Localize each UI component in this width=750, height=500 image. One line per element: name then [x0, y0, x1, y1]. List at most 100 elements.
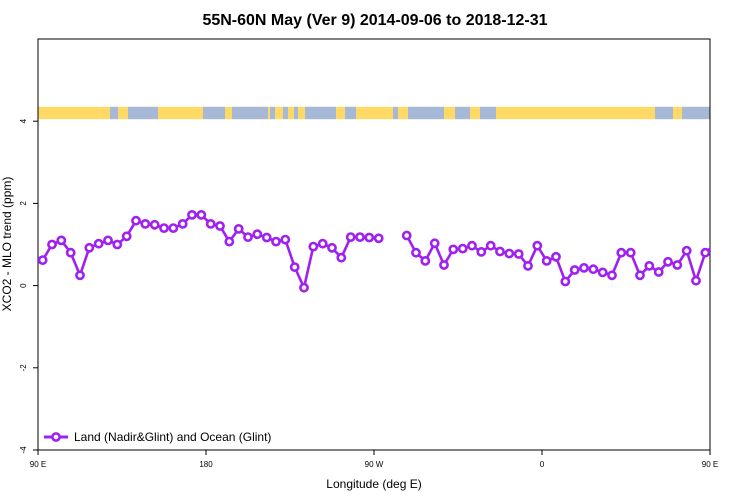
data-point [131, 215, 141, 226]
data-point [709, 243, 710, 246]
data-point [607, 270, 617, 281]
data-point [205, 218, 216, 229]
y-axis-label: XCO2 - MLO trend (ppm) [0, 177, 14, 312]
data-point [523, 260, 533, 271]
data-point [271, 236, 281, 247]
series-line [405, 234, 710, 283]
data-point [700, 247, 710, 258]
data-point [467, 240, 477, 251]
data-point [75, 270, 85, 281]
strip-ocean-segment [283, 106, 288, 120]
data-point [597, 267, 608, 278]
data-point [429, 238, 440, 249]
data-point [653, 267, 664, 277]
data-point [261, 232, 272, 243]
data-point [495, 246, 505, 257]
data-point [476, 246, 487, 257]
data-point [56, 235, 67, 246]
data-point [720, 257, 727, 264]
strip-ocean-segment [232, 106, 268, 120]
legend-label: Land (Nadir&Glint) and Ocean (Glint) [74, 430, 271, 444]
data-point [625, 247, 636, 258]
strip-ocean-segment [128, 106, 158, 120]
y-axis: -4 -2 0 2 4 [19, 118, 38, 454]
data-point [569, 265, 580, 275]
data-point [280, 234, 291, 245]
y-tick-label: -2 [19, 364, 28, 372]
data-point [616, 247, 627, 258]
x-tick-label: 90 E [30, 460, 46, 469]
strip-ocean-segment [270, 106, 275, 120]
strip-ocean-segment [110, 106, 118, 120]
data-point [215, 221, 225, 231]
strip-ocean-segment [305, 106, 336, 120]
data-point [168, 223, 179, 233]
data-point [504, 248, 515, 259]
data-point [112, 239, 123, 250]
strip-ocean-segment [655, 106, 673, 120]
series-group [38, 209, 746, 293]
data-point [560, 276, 571, 287]
data-point [177, 218, 188, 229]
data-point [140, 218, 151, 229]
y-tick-label: 0 [19, 283, 28, 288]
strip-ocean-segment [455, 106, 470, 120]
strip-ocean-segment [682, 106, 710, 120]
data-point [691, 275, 701, 286]
data-point [84, 242, 95, 253]
data-point [739, 237, 746, 244]
data-point [439, 260, 449, 270]
data-point [644, 260, 655, 271]
x-tick-label: 90 W [365, 460, 384, 469]
data-point [159, 223, 169, 233]
data-point [457, 243, 468, 254]
y-tick-label: -4 [19, 446, 28, 454]
y-tick-label: 4 [19, 118, 28, 123]
data-point [364, 232, 375, 243]
data-point [317, 238, 328, 249]
data-point [327, 242, 337, 253]
x-tick-label: 0 [540, 460, 545, 469]
data-point [121, 231, 132, 242]
data-point [513, 249, 524, 259]
legend-marker-swatch [51, 432, 61, 442]
data-point [233, 223, 244, 234]
data-point [485, 240, 496, 251]
x-tick-label: 90 E [702, 460, 718, 469]
data-point [635, 270, 645, 281]
data-point [420, 255, 431, 266]
data-point [373, 233, 384, 244]
strip-ocean-segment [408, 106, 444, 120]
data-point [38, 255, 48, 265]
strip-ocean-segment [345, 106, 356, 120]
legend: Land (Nadir&Glint) and Ocean (Glint) [44, 430, 271, 444]
data-point [730, 241, 737, 248]
data-point [588, 264, 599, 275]
data-point [672, 260, 683, 270]
x-tick-label: 180 [199, 460, 213, 469]
data-point [355, 232, 365, 242]
data-point [187, 209, 197, 220]
data-point [93, 238, 104, 249]
data-point [224, 236, 235, 247]
strip-ocean-segment [294, 106, 298, 120]
chart-title: 55N-60N May (Ver 9) 2014-09-06 to 2018-1… [202, 12, 547, 29]
data-point [308, 241, 319, 252]
series-layer [38, 209, 746, 293]
data-point [103, 235, 113, 246]
strip-ocean-segment [480, 106, 496, 120]
x-axis: 90 E 180 90 W 0 90 E [30, 450, 718, 469]
data-point [336, 252, 347, 263]
data-point [411, 247, 421, 258]
data-point [65, 247, 76, 258]
y-tick-label: 2 [19, 201, 28, 206]
data-point [299, 282, 309, 293]
data-point [345, 232, 356, 242]
land-ocean-strip [38, 106, 710, 120]
data-point [289, 262, 300, 272]
data-point [252, 229, 263, 240]
data-point [541, 255, 552, 266]
data-point [579, 262, 589, 273]
x-axis-label: Longitude (deg E) [326, 477, 421, 491]
